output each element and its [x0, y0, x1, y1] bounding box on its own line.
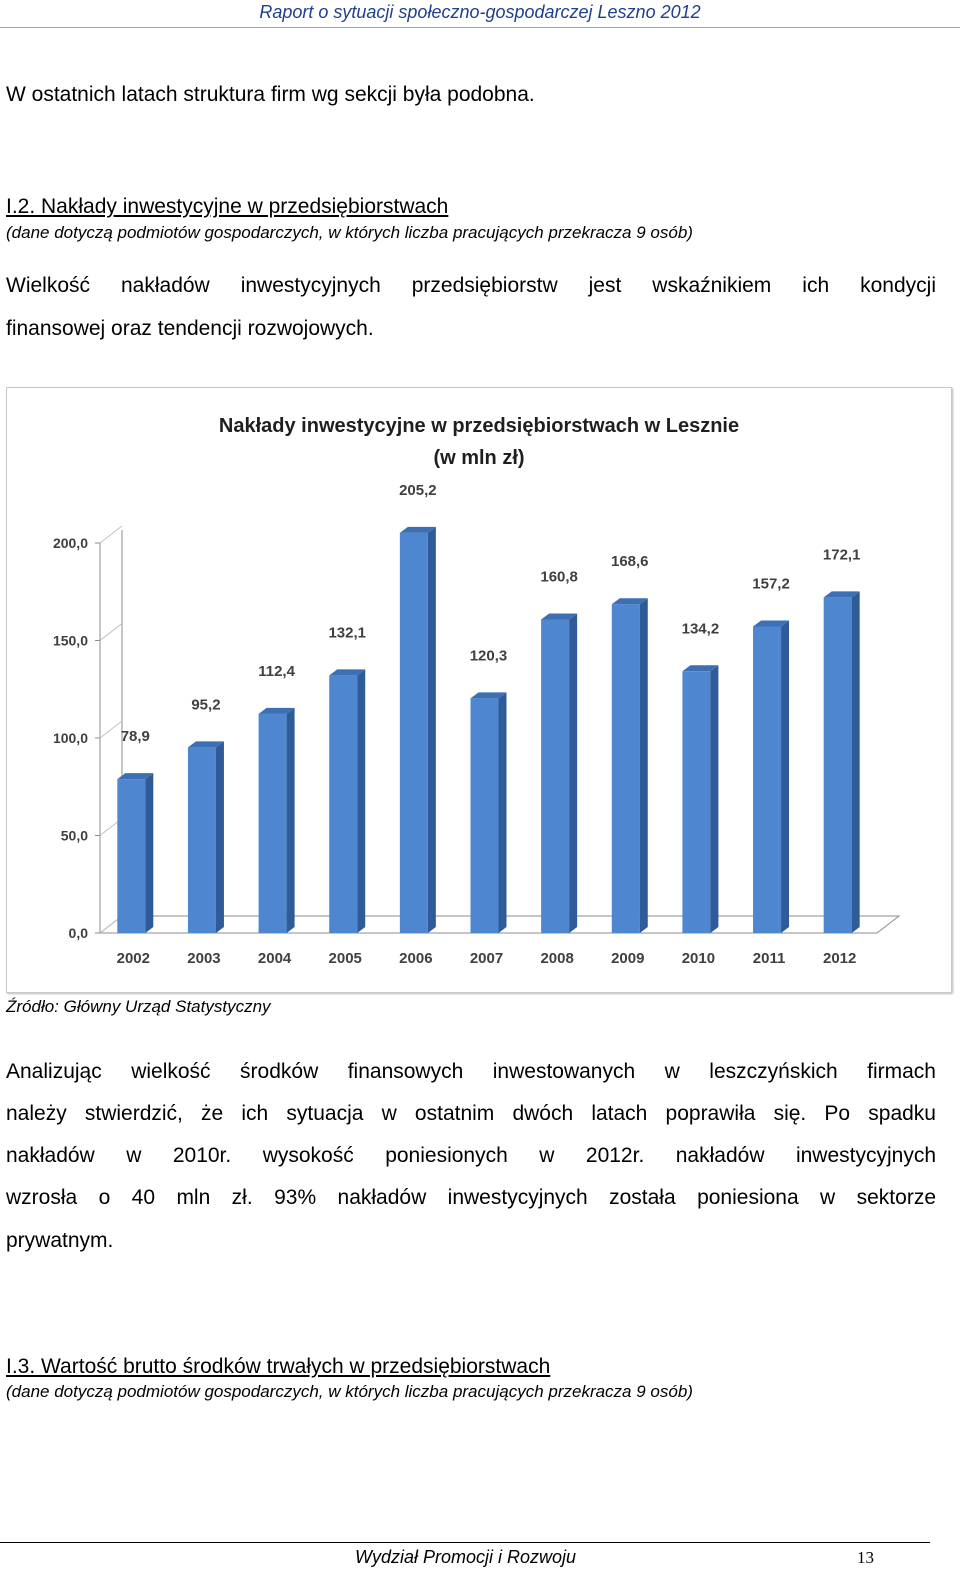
bar-side: [286, 707, 295, 933]
x-tick-label: 2004: [258, 950, 292, 967]
bar: [117, 779, 146, 933]
source-note: Źródło: Główny Urząd Statystyczny: [6, 997, 271, 1016]
bar: [187, 747, 216, 933]
bar-top: [258, 707, 295, 714]
bar-side: [145, 773, 154, 933]
bar-value-label: 95,2: [191, 696, 220, 713]
bar-value-label: 120,3: [470, 647, 508, 664]
bar: [541, 619, 570, 933]
y-tick-label: 200,0: [53, 535, 88, 551]
paragraph-line: wzrosła o 40 mln zł. 93% nakładów inwest…: [6, 1186, 936, 1209]
y-tick-label: 150,0: [53, 633, 88, 649]
y-tick-label: 0,0: [69, 925, 89, 941]
y-tick-depth: [99, 623, 123, 641]
bar-side: [569, 613, 578, 933]
paragraph-line: Wielkość nakładów inwestycyjnych przedsi…: [6, 274, 936, 297]
bar-side: [427, 526, 436, 933]
bar-side: [357, 669, 366, 933]
paragraph-line: prywatnym.: [6, 1229, 114, 1252]
bar-top: [682, 665, 719, 672]
section-3-title: I.3. Wartość brutto środków trwałych w p…: [6, 1355, 551, 1378]
x-tick-label: 2007: [470, 950, 503, 967]
y-tick-label: 100,0: [53, 730, 88, 746]
bar-top: [753, 620, 790, 627]
paragraph-line: Analizując wielkość środków finansowych …: [6, 1060, 936, 1083]
x-tick-label: 2009: [611, 950, 644, 967]
bar-side: [710, 665, 719, 933]
page-number: 13: [857, 1548, 874, 1567]
bar-value-label: 112,4: [258, 663, 295, 680]
bar: [258, 713, 287, 933]
x-tick-label: 2005: [329, 950, 362, 967]
paragraph-line: nakładów w 2010r. wysokość poniesionych …: [6, 1144, 936, 1167]
section-2-title: I.2. Nakłady inwestycyjne w przedsiębior…: [6, 195, 449, 218]
bar-top: [329, 669, 366, 676]
chart-subtitle: (w mln zł): [433, 447, 524, 469]
bar-side: [851, 591, 860, 933]
bar: [823, 597, 852, 933]
x-tick-label: 2010: [682, 950, 715, 967]
bar-value-label: 78,9: [121, 728, 150, 745]
footer-divider: [0, 1542, 930, 1543]
y-tick-depth: [99, 720, 123, 739]
page-header: Raport o sytuacji społeczno-gospodarczej…: [0, 0, 960, 28]
bar: [682, 671, 711, 933]
bar: [611, 604, 640, 933]
investment-chart: Nakłady inwestycyjne w przedsiębiorstwac…: [6, 387, 952, 993]
bar-value-label: 157,2: [752, 575, 790, 592]
x-tick-label: 2002: [117, 950, 150, 967]
footer-text: Wydział Promocji i Rozwoju: [355, 1547, 577, 1567]
chart-canvas: Nakłady inwestycyjne w przedsiębiorstwac…: [53, 415, 901, 967]
section-3-note: (dane dotyczą podmiotów gospodarczych, w…: [6, 1382, 693, 1401]
chart-labels: 78,9 2002 95,2 2003 112,4 2004 132,1 2005 205,2 2…: [117, 482, 861, 967]
bar-value-label: 132,1: [328, 624, 366, 641]
paragraph-line: należy stwierdzić, że ich sytuacja w ost…: [6, 1102, 936, 1125]
intro-paragraph: W ostatnich latach struktura firm wg sek…: [6, 83, 535, 106]
x-tick-label: 2011: [753, 950, 786, 967]
y-tick-depth: [99, 525, 123, 544]
bar-side: [781, 620, 790, 933]
chart-title: Nakłady inwestycyjne w przedsiębiorstwac…: [219, 415, 739, 437]
bar-side: [639, 598, 648, 933]
bar: [329, 675, 358, 933]
bar-value-label: 205,2: [399, 482, 437, 499]
x-tick-label: 2008: [540, 950, 573, 967]
bar-side: [215, 741, 224, 933]
bar-value-label: 134,2: [682, 620, 720, 637]
bar-side: [498, 692, 507, 933]
chart-bars: [117, 526, 860, 933]
bar-top: [187, 741, 224, 748]
bar-top: [611, 598, 648, 605]
bar-value-label: 172,1: [823, 546, 861, 563]
bar: [470, 698, 499, 933]
x-tick-label: 2012: [823, 950, 856, 967]
section-2-note: (dane dotyczą podmiotów gospodarczych, w…: [6, 223, 693, 242]
paragraph-line: finansowej oraz tendencji rozwojowych.: [6, 317, 374, 340]
bar-top: [541, 613, 578, 620]
bar: [753, 626, 782, 933]
y-tick-label: 50,0: [61, 828, 88, 844]
x-tick-label: 2006: [399, 950, 432, 967]
bar-top: [470, 692, 507, 699]
bar-value-label: 160,8: [540, 568, 578, 585]
bar-top: [823, 591, 860, 598]
bar: [399, 532, 428, 933]
bar-top: [117, 773, 154, 780]
bar-value-label: 168,6: [611, 553, 649, 570]
x-tick-label: 2003: [187, 950, 220, 967]
bar-top: [399, 526, 436, 533]
